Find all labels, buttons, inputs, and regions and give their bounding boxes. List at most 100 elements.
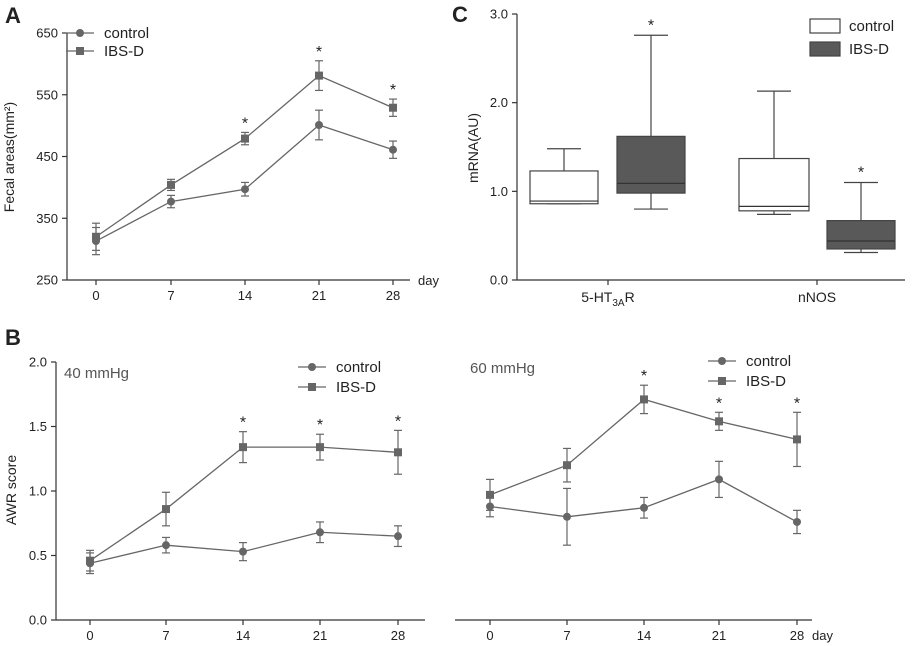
y-tick-label: 0.0 bbox=[29, 613, 47, 628]
x-tick-label: 7 bbox=[563, 628, 570, 643]
legend: control IBS-D bbox=[298, 359, 381, 396]
x-axis-unit-label: day bbox=[812, 628, 833, 643]
x-tick-label: 21 bbox=[313, 628, 327, 643]
legend: control IBS-D bbox=[809, 18, 894, 58]
significance-star: * bbox=[240, 415, 246, 432]
x-tick-label: 14 bbox=[637, 628, 651, 643]
panel-label: B bbox=[5, 325, 21, 350]
box-nnos-ibs-d bbox=[826, 181, 896, 254]
significance-star: * bbox=[395, 413, 401, 430]
data-point bbox=[793, 517, 801, 526]
data-point bbox=[486, 490, 494, 499]
y-tick-label: 0.5 bbox=[29, 548, 47, 563]
x-tick-label: 7 bbox=[167, 288, 174, 303]
data-point bbox=[316, 443, 324, 452]
box-nnos-control bbox=[738, 90, 810, 215]
data-point bbox=[167, 197, 175, 206]
y-tick-label: 1.0 bbox=[490, 184, 508, 199]
x-tick-label: 7 bbox=[162, 628, 169, 643]
y-tick-label: 2.0 bbox=[490, 95, 508, 110]
y-tick-label: 450 bbox=[36, 149, 58, 164]
series-ibs-d bbox=[86, 429, 402, 572]
panel-condition-label: 40 mmHg bbox=[64, 365, 129, 382]
x-tick-label: 14 bbox=[236, 628, 250, 643]
significance-star: * bbox=[716, 395, 722, 412]
data-point bbox=[563, 461, 571, 470]
y-axis-label: Fecal areas(mm²) bbox=[1, 102, 17, 212]
significance-star: * bbox=[641, 368, 647, 385]
y-tick-label: 3.0 bbox=[490, 7, 508, 22]
data-point bbox=[241, 185, 249, 194]
data-point bbox=[162, 505, 170, 514]
series-control bbox=[486, 460, 801, 546]
data-point bbox=[316, 528, 324, 537]
legend-label: IBS-D bbox=[336, 379, 376, 396]
legend-label: control bbox=[849, 18, 894, 35]
data-point bbox=[793, 435, 801, 444]
legend-label: IBS-D bbox=[104, 43, 144, 60]
panel-c-mrna-boxplot: C 0.0 1.0 2.0 3.0 mRNA(AU) 5-HT3AR * nNOS * contro… bbox=[452, 2, 905, 309]
box-iqr bbox=[738, 157, 810, 212]
legend-label: IBS-D bbox=[849, 41, 889, 58]
y-tick-label: 650 bbox=[36, 26, 58, 41]
legend-swatch bbox=[809, 41, 841, 57]
data-point bbox=[241, 134, 249, 143]
significance-star: * bbox=[317, 417, 323, 434]
y-tick-label: 2.0 bbox=[29, 355, 47, 370]
panel-b-awr-60mmhg: 60 mmHg 0 7 14 21 28 day * * * control IBS-D bbox=[455, 353, 833, 643]
legend-label: control bbox=[336, 359, 381, 376]
data-point bbox=[394, 448, 402, 457]
y-tick-label: 550 bbox=[36, 87, 58, 102]
y-tick-label: 0.0 bbox=[490, 273, 508, 288]
series-ibs-d bbox=[486, 384, 801, 511]
x-tick-label: 0 bbox=[92, 288, 99, 303]
y-tick-label: 250 bbox=[36, 273, 58, 288]
data-point bbox=[394, 532, 402, 541]
box-5ht3ar-control bbox=[529, 148, 599, 205]
box-5ht3ar-ibs-d bbox=[616, 34, 686, 210]
significance-star: * bbox=[858, 164, 864, 181]
y-tick-label: 1.0 bbox=[29, 484, 47, 499]
panel-a-fecal-areas: A 250 350 450 550 650 0 7 14 21 28 day Fecal areas(m… bbox=[1, 3, 439, 303]
y-axis-label: mRNA(AU) bbox=[465, 113, 481, 183]
y-tick-label: 350 bbox=[36, 211, 58, 226]
category-label-main: nNOS bbox=[798, 289, 836, 305]
x-tick-label: 0 bbox=[86, 628, 93, 643]
legend-label: IBS-D bbox=[746, 373, 786, 390]
x-tick-label: 21 bbox=[312, 288, 326, 303]
y-tick-label: 1.5 bbox=[29, 419, 47, 434]
data-point bbox=[162, 541, 170, 550]
data-point bbox=[92, 232, 100, 241]
legend-marker bbox=[308, 363, 316, 371]
data-point bbox=[563, 512, 571, 521]
significance-star: * bbox=[316, 44, 322, 61]
data-point bbox=[715, 417, 723, 426]
data-point bbox=[640, 395, 648, 404]
legend-label: control bbox=[104, 25, 149, 42]
category-label: nNOS bbox=[798, 289, 836, 305]
category-label: 5-HT3AR bbox=[581, 289, 634, 309]
legend-marker bbox=[308, 383, 316, 391]
significance-star: * bbox=[390, 82, 396, 99]
data-point bbox=[389, 145, 397, 154]
x-tick-label: 0 bbox=[486, 628, 493, 643]
data-point bbox=[239, 547, 247, 556]
y-axis-label: AWR score bbox=[3, 455, 19, 525]
data-point bbox=[640, 503, 648, 512]
x-tick-label: 14 bbox=[238, 288, 252, 303]
series-line bbox=[89, 446, 399, 562]
legend-marker bbox=[76, 47, 84, 55]
x-tick-label: 28 bbox=[391, 628, 405, 643]
panel-condition-label: 60 mmHg bbox=[470, 360, 535, 377]
data-point bbox=[239, 443, 247, 452]
category-label-suffix: R bbox=[625, 289, 635, 305]
data-point bbox=[315, 71, 323, 80]
series-line bbox=[95, 74, 394, 238]
x-axis-unit-label: day bbox=[418, 273, 439, 288]
legend-marker bbox=[76, 29, 84, 37]
box-iqr bbox=[529, 170, 599, 205]
box-iqr bbox=[826, 219, 896, 250]
